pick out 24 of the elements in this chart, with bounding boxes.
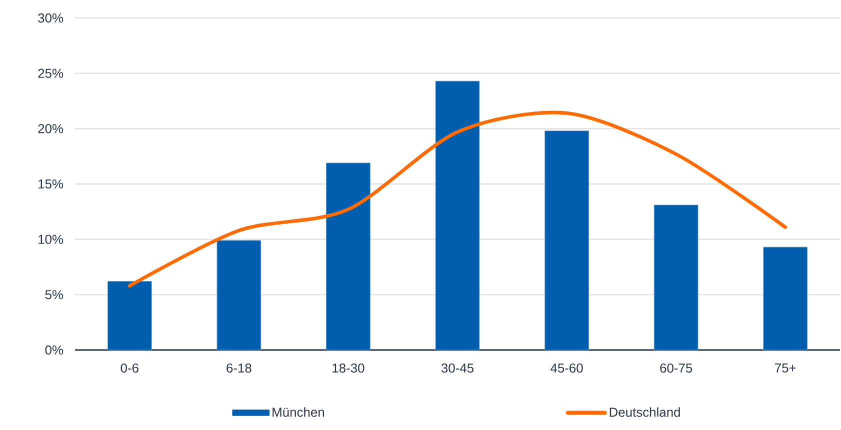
y-tick-label: 10% [38, 234, 64, 244]
y-tick-label: 5% [45, 290, 64, 300]
bar [107, 281, 152, 350]
y-tick-label: 0% [45, 345, 64, 355]
x-tick-label: 6-18 [226, 363, 252, 373]
x-tick-label: 0-6 [120, 363, 138, 373]
legend-label: München [272, 407, 324, 417]
bar [326, 162, 370, 350]
x-tick-label: 45-60 [550, 363, 583, 373]
bar [544, 130, 589, 350]
y-tick-label: 30% [38, 13, 64, 23]
line-series [128, 110, 788, 288]
x-tick-label: 60-75 [660, 363, 692, 373]
y-tick-label: 25% [38, 68, 64, 78]
x-tick-label: 18-30 [332, 363, 364, 373]
bar [654, 204, 698, 350]
bar [216, 240, 262, 350]
y-tick-label: 15% [38, 179, 64, 189]
bar [763, 246, 808, 350]
bar [435, 80, 480, 350]
y-tick-label: 20% [38, 124, 64, 134]
legend-label: Deutschland [610, 407, 680, 417]
x-tick-label: 75+ [775, 363, 796, 373]
x-tick-label: 30-45 [441, 363, 474, 373]
